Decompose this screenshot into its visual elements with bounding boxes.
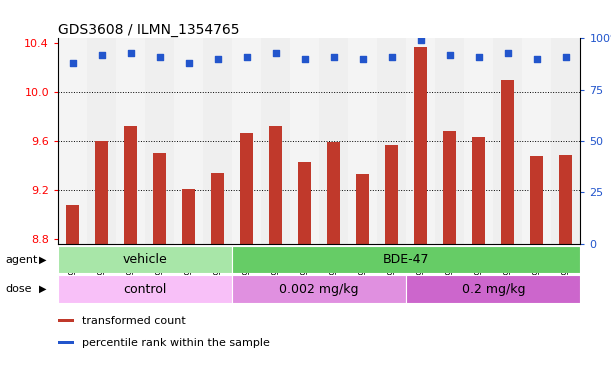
Bar bbox=[58, 275, 232, 303]
Text: ▶: ▶ bbox=[38, 284, 46, 294]
Point bbox=[445, 52, 455, 58]
Bar bbox=[145, 38, 174, 244]
Text: vehicle: vehicle bbox=[123, 253, 167, 266]
Bar bbox=[124, 126, 137, 244]
Bar bbox=[356, 174, 369, 244]
Bar bbox=[211, 173, 224, 244]
Bar bbox=[414, 47, 427, 244]
Bar bbox=[269, 126, 282, 244]
Text: ▶: ▶ bbox=[38, 255, 46, 265]
Point bbox=[213, 56, 222, 62]
Point bbox=[97, 52, 106, 58]
Bar bbox=[116, 38, 145, 244]
Point bbox=[68, 60, 78, 66]
Bar bbox=[298, 162, 311, 244]
Bar bbox=[58, 246, 232, 273]
Bar bbox=[472, 137, 485, 244]
Text: BDE-47: BDE-47 bbox=[383, 253, 430, 266]
Bar bbox=[522, 38, 552, 244]
Bar bbox=[348, 38, 377, 244]
Bar bbox=[95, 141, 108, 244]
Bar bbox=[290, 38, 320, 244]
Bar bbox=[493, 38, 522, 244]
Bar bbox=[58, 319, 74, 322]
Point bbox=[184, 60, 194, 66]
Point bbox=[387, 54, 397, 60]
Bar bbox=[182, 189, 195, 244]
Bar bbox=[406, 38, 435, 244]
Bar bbox=[58, 38, 87, 244]
Bar bbox=[435, 38, 464, 244]
Text: 0.2 mg/kg: 0.2 mg/kg bbox=[462, 283, 525, 296]
Bar bbox=[66, 205, 79, 244]
Point bbox=[271, 50, 280, 56]
Text: control: control bbox=[123, 283, 167, 296]
Point bbox=[503, 50, 513, 56]
Point bbox=[126, 50, 136, 56]
Bar bbox=[232, 38, 262, 244]
Text: agent: agent bbox=[5, 255, 37, 265]
Bar bbox=[232, 246, 580, 273]
Point bbox=[242, 54, 252, 60]
Point bbox=[155, 54, 164, 60]
Point bbox=[300, 56, 310, 62]
Bar bbox=[153, 153, 166, 244]
Bar bbox=[203, 38, 232, 244]
Point bbox=[329, 54, 338, 60]
Text: dose: dose bbox=[5, 284, 31, 294]
Point bbox=[561, 54, 571, 60]
Bar bbox=[327, 142, 340, 244]
Text: percentile rank within the sample: percentile rank within the sample bbox=[81, 338, 269, 348]
Bar bbox=[262, 38, 290, 244]
Bar bbox=[444, 131, 456, 244]
Point bbox=[358, 56, 368, 62]
Bar bbox=[87, 38, 116, 244]
Text: transformed count: transformed count bbox=[81, 316, 185, 326]
Bar bbox=[174, 38, 203, 244]
Bar bbox=[530, 156, 543, 244]
Text: GDS3608 / ILMN_1354765: GDS3608 / ILMN_1354765 bbox=[58, 23, 240, 37]
Point bbox=[474, 54, 484, 60]
Bar bbox=[552, 38, 580, 244]
Bar bbox=[232, 275, 406, 303]
Bar bbox=[378, 38, 406, 244]
Bar bbox=[58, 341, 74, 344]
Bar bbox=[502, 80, 514, 244]
Bar bbox=[464, 38, 494, 244]
Bar bbox=[240, 132, 253, 244]
Point bbox=[416, 37, 426, 43]
Bar bbox=[560, 155, 573, 244]
Bar bbox=[386, 145, 398, 244]
Text: 0.002 mg/kg: 0.002 mg/kg bbox=[279, 283, 359, 296]
Bar bbox=[319, 38, 348, 244]
Bar bbox=[406, 275, 580, 303]
Point bbox=[532, 56, 542, 62]
